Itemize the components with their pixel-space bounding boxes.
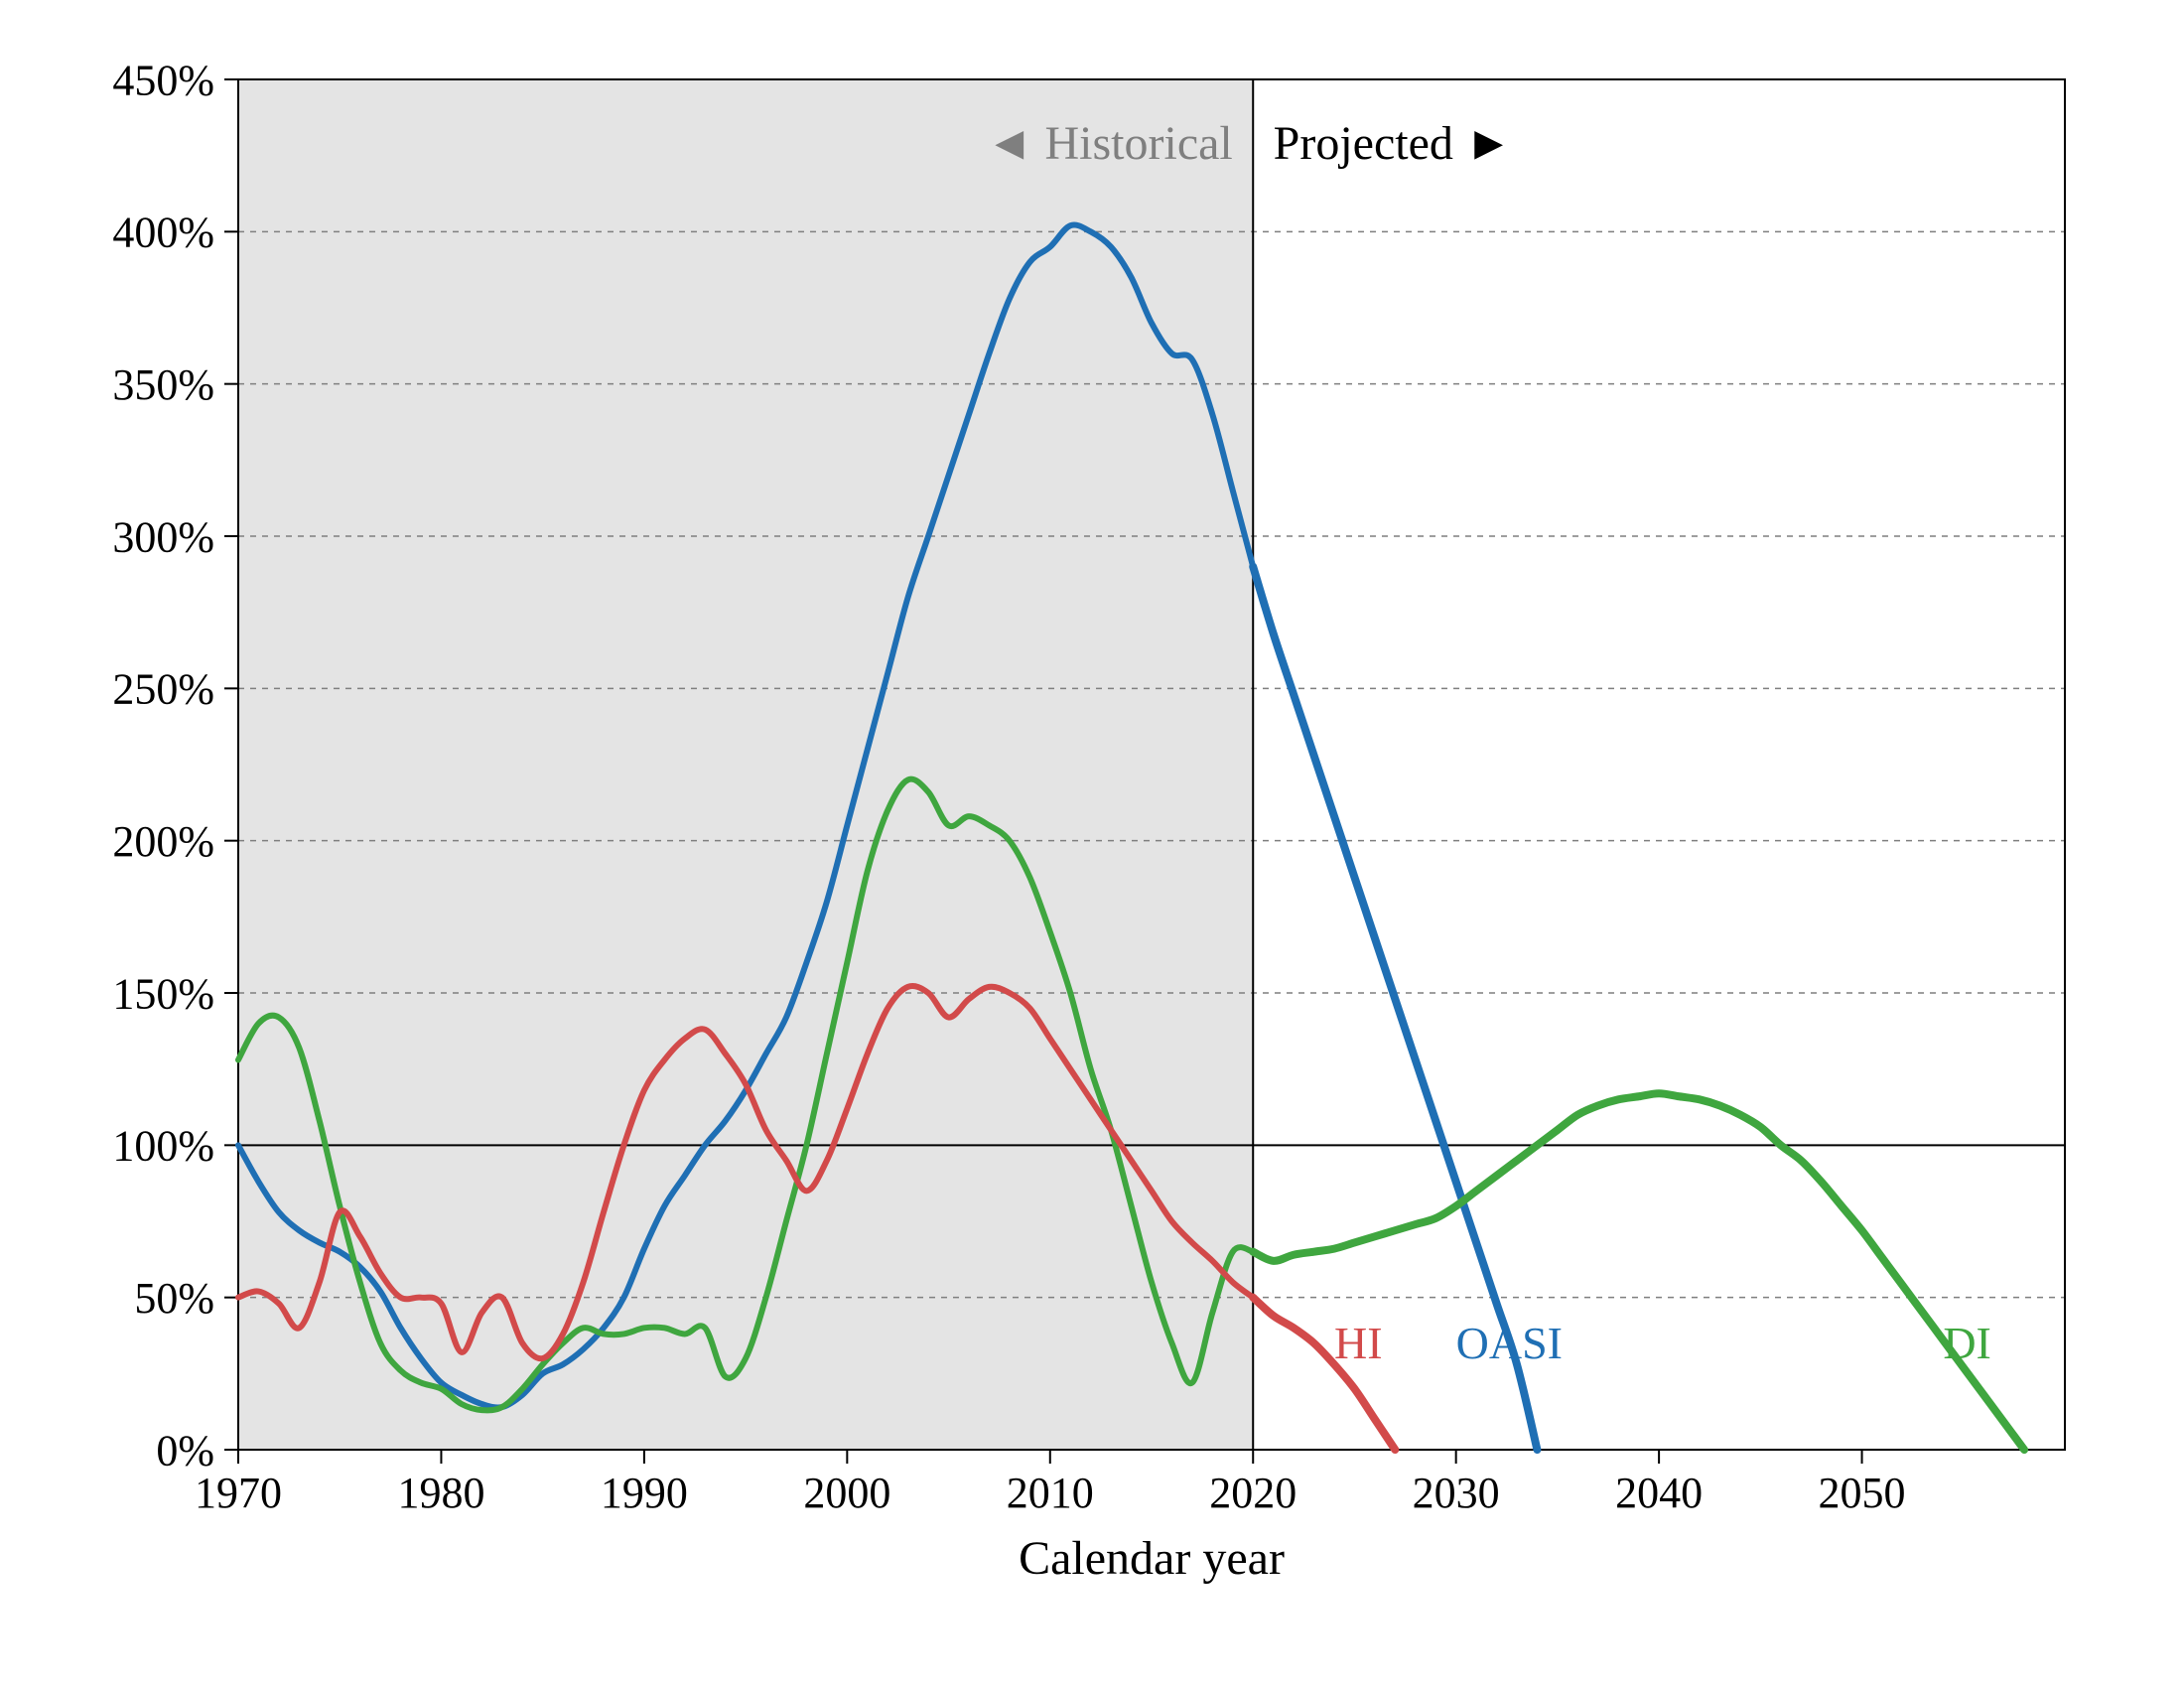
chart-container: 1970 1980 1990 2000 2010 2020 2030 2040 2050 0% 50… bbox=[0, 0, 2184, 1688]
series-di-label: DI bbox=[1943, 1318, 1991, 1368]
historical-label: ◄ Historical bbox=[986, 117, 1233, 170]
y-tick-label: 0% bbox=[156, 1426, 214, 1475]
x-tick-label: 1980 bbox=[397, 1469, 484, 1517]
historical-region bbox=[238, 79, 1253, 1450]
y-tick-label: 50% bbox=[134, 1274, 214, 1323]
y-tick-label: 450% bbox=[112, 56, 214, 104]
x-tick-label: 2020 bbox=[1209, 1469, 1297, 1517]
x-tick-label: 2000 bbox=[803, 1469, 890, 1517]
x-tick-label: 2030 bbox=[1413, 1469, 1500, 1517]
y-tick-label: 300% bbox=[112, 512, 214, 561]
y-tick-label: 250% bbox=[112, 665, 214, 714]
y-tick-label: 200% bbox=[112, 817, 214, 866]
x-tick-label: 1990 bbox=[601, 1469, 688, 1517]
x-tick-label: 2050 bbox=[1819, 1469, 1906, 1517]
x-tick-label: 1970 bbox=[195, 1469, 282, 1517]
x-tick-label: 2040 bbox=[1615, 1469, 1703, 1517]
line-chart: 1970 1980 1990 2000 2010 2020 2030 2040 2050 0% 50… bbox=[0, 0, 2184, 1688]
x-tick-label: 2010 bbox=[1007, 1469, 1094, 1517]
series-hi-label: HI bbox=[1334, 1318, 1383, 1368]
x-axis-label: Calendar year bbox=[1019, 1532, 1285, 1585]
y-tick-label: 100% bbox=[112, 1122, 214, 1171]
series-oasi-label: OASI bbox=[1456, 1318, 1563, 1368]
y-tick-label: 350% bbox=[112, 360, 214, 409]
y-tick-label: 400% bbox=[112, 209, 214, 257]
projected-label: Projected ► bbox=[1274, 117, 1513, 170]
y-tick-label: 150% bbox=[112, 969, 214, 1018]
